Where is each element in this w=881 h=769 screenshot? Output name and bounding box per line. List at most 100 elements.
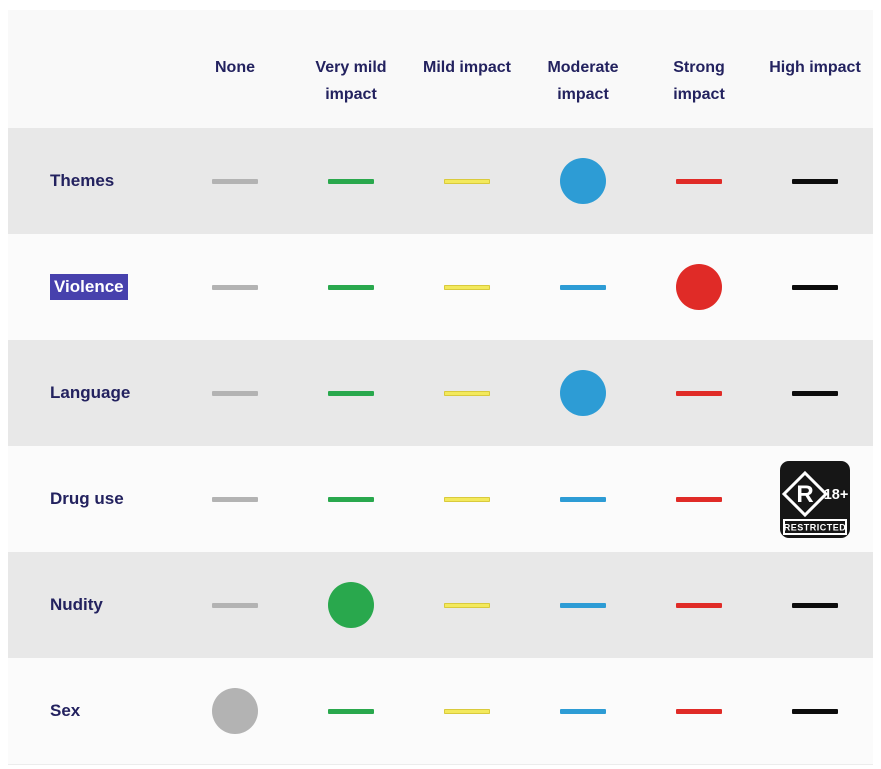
impact-cell [525, 158, 641, 204]
impact-cell [293, 284, 409, 290]
header-cell-very-mild: Very mild impact [315, 59, 387, 103]
impact-cell [641, 602, 757, 608]
matrix-row-violence: Violence [8, 234, 873, 340]
impact-cell [525, 284, 641, 290]
row-label-themes: Themes [50, 170, 115, 190]
impact-cell [757, 708, 873, 714]
impact-cell [177, 284, 293, 290]
impact-marker [444, 602, 490, 608]
matrix-body: Themes Violence Language [8, 128, 873, 765]
header-cell-high: High impact [769, 59, 861, 76]
impact-marker [212, 496, 258, 502]
impact-marker [792, 390, 838, 396]
impact-marker [212, 602, 258, 608]
impact-marker [676, 264, 722, 310]
impact-marker [560, 602, 606, 608]
impact-marker [676, 178, 722, 184]
badge-age-label: 18+ [824, 487, 849, 503]
impact-cell [409, 390, 525, 396]
header-cell-none: None [215, 59, 255, 76]
impact-marker [444, 708, 490, 714]
impact-cell [757, 390, 873, 396]
row-label-cell: Sex [8, 701, 177, 721]
matrix-row-nudity: Nudity [8, 552, 873, 658]
impact-cell [641, 390, 757, 396]
matrix-row-sex: Sex [8, 658, 873, 765]
impact-marker [328, 708, 374, 714]
matrix-header: None Very mild impact Mild impact Modera… [8, 10, 873, 128]
row-label-nudity: Nudity [50, 594, 103, 614]
impact-cell [641, 178, 757, 184]
impact-cell [293, 496, 409, 502]
impact-marker [444, 284, 490, 290]
impact-marker [560, 708, 606, 714]
impact-cell [757, 602, 873, 608]
row-label-cell: Violence [8, 273, 177, 301]
header-cell-mild: Mild impact [422, 59, 511, 76]
impact-cell [641, 264, 757, 310]
row-label-cell: Nudity [8, 595, 177, 615]
impact-cell: R 18+ RESTRICTED [757, 460, 873, 538]
restricted-box [783, 518, 847, 535]
badge-rating-letter: R [796, 481, 813, 508]
row-label-language: Language [50, 382, 131, 402]
header-spacer [8, 10, 177, 128]
impact-cell [641, 708, 757, 714]
impact-cell [525, 496, 641, 502]
impact-cell [641, 496, 757, 502]
impact-marker [212, 390, 258, 396]
impact-cell [409, 178, 525, 184]
header-cell-strong: Strong impact [673, 59, 725, 103]
impact-marker [212, 688, 258, 734]
impact-marker [676, 496, 722, 502]
impact-marker [212, 284, 258, 290]
impact-marker [792, 284, 838, 290]
row-label-cell: Themes [8, 171, 177, 191]
impact-marker [560, 158, 606, 204]
impact-cell [293, 582, 409, 628]
impact-marker [328, 582, 374, 628]
impact-cell [177, 688, 293, 734]
impact-cell [177, 496, 293, 502]
impact-marker [676, 390, 722, 396]
impact-cell [409, 496, 525, 502]
impact-cell [757, 284, 873, 290]
impact-marker [560, 284, 606, 290]
impact-cell [409, 602, 525, 608]
matrix-row-themes: Themes [8, 128, 873, 234]
impact-cell [525, 602, 641, 608]
row-label-drug-use: Drug use [50, 488, 124, 508]
r-diamond-icon [781, 470, 829, 517]
impact-marker [676, 602, 722, 608]
badge-restricted-label: RESTRICTED [784, 522, 847, 532]
impact-marker [444, 178, 490, 184]
row-label-cell: Drug use [8, 489, 177, 509]
row-label-cell: Language [8, 383, 177, 403]
r18-restricted-badge: R 18+ RESTRICTED [780, 460, 850, 538]
impact-cell [525, 370, 641, 416]
impact-marker [444, 496, 490, 502]
impact-marker [560, 370, 606, 416]
matrix-row-drug-use: Drug use R 18+ RESTRICTED [8, 446, 873, 552]
impact-marker [328, 496, 374, 502]
impact-cell [525, 708, 641, 714]
impact-cell [293, 178, 409, 184]
impact-marker [328, 178, 374, 184]
impact-marker [792, 602, 838, 608]
impact-marker [676, 708, 722, 714]
impact-cell [409, 284, 525, 290]
impact-cell [757, 178, 873, 184]
impact-cell [177, 390, 293, 396]
header-cell-moderate: Moderate impact [547, 59, 619, 103]
impact-marker [444, 390, 490, 396]
impact-marker [792, 708, 838, 714]
matrix-row-language: Language [8, 340, 873, 446]
impact-cell [177, 178, 293, 184]
row-label-violence: Violence [50, 273, 128, 301]
impact-marker [792, 178, 838, 184]
impact-marker [328, 284, 374, 290]
impact-cell [293, 390, 409, 396]
impact-marker [328, 390, 374, 396]
impact-cell [409, 708, 525, 714]
